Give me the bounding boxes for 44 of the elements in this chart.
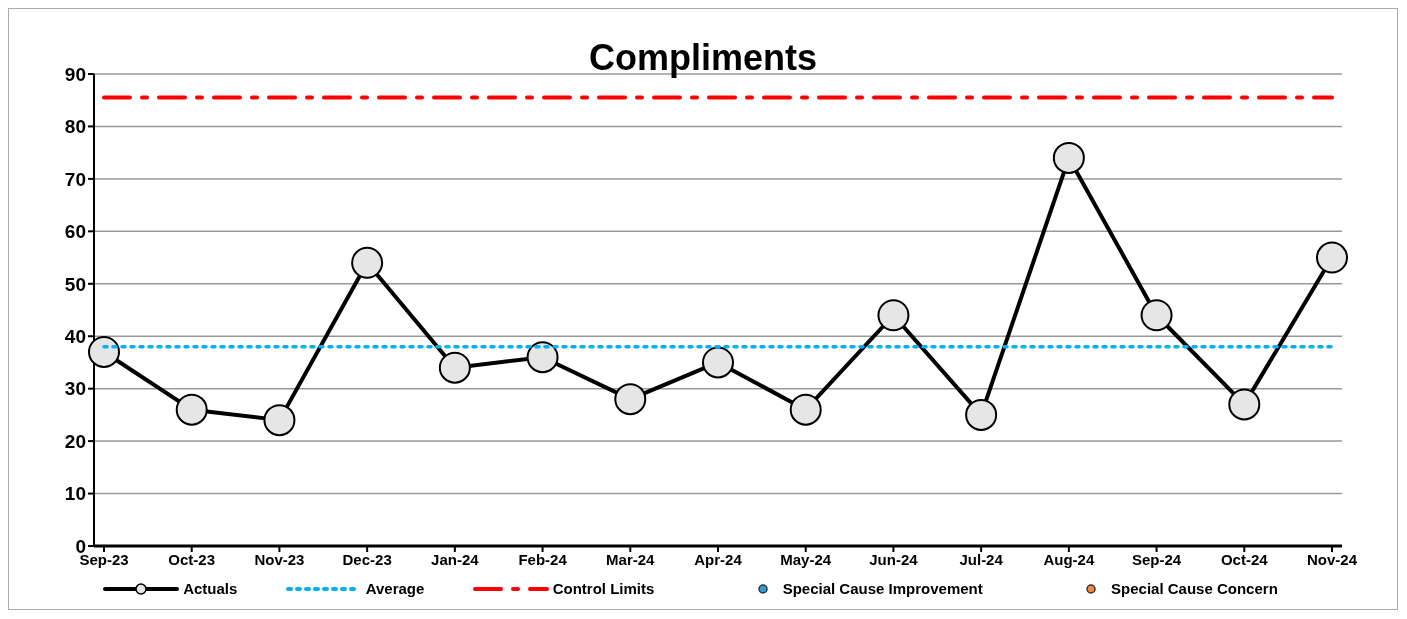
point bbox=[526, 341, 559, 374]
y-tick-label: 60 bbox=[64, 221, 86, 243]
x-tick-label: Mar-24 bbox=[606, 550, 656, 568]
legend-label: Special Cause Improvement bbox=[782, 580, 983, 597]
y-tick-label: 10 bbox=[64, 483, 86, 505]
point bbox=[1316, 241, 1348, 274]
point bbox=[1052, 141, 1085, 174]
point bbox=[175, 393, 208, 426]
chart-title: Compliments bbox=[588, 37, 818, 78]
x-tick-label: Jun-24 bbox=[869, 550, 919, 568]
x-tick-label: Nov-24 bbox=[1306, 550, 1358, 568]
y-tick-label: 40 bbox=[64, 325, 86, 347]
point bbox=[88, 335, 120, 368]
point bbox=[263, 404, 296, 437]
legend-label: Actuals bbox=[183, 580, 238, 597]
point bbox=[877, 299, 910, 332]
x-tick-label: Sep-24 bbox=[1131, 550, 1182, 568]
x-tick-label: Dec-23 bbox=[342, 550, 392, 568]
point bbox=[614, 383, 647, 416]
point bbox=[965, 398, 998, 431]
x-tick-label: Oct-24 bbox=[1220, 550, 1269, 568]
point bbox=[789, 393, 822, 426]
legend-label: Average bbox=[365, 580, 425, 597]
legend-label: Control Limits bbox=[552, 580, 655, 597]
y-tick-label: 80 bbox=[64, 116, 86, 138]
x-tick-label: Feb-24 bbox=[518, 550, 568, 568]
y-tick-label: 70 bbox=[64, 168, 86, 190]
y-tick-label: 90 bbox=[64, 63, 86, 85]
y-tick-label: 20 bbox=[64, 430, 86, 452]
point bbox=[1140, 299, 1173, 332]
point bbox=[351, 246, 384, 279]
x-tick-label: Jan-24 bbox=[431, 550, 480, 568]
x-tick-label: Apr-24 bbox=[694, 550, 743, 568]
y-tick-label: 30 bbox=[64, 378, 86, 400]
x-tick-label: Jul-24 bbox=[959, 550, 1004, 568]
x-tick-label: May-24 bbox=[780, 550, 832, 568]
x-tick-label: Oct-23 bbox=[168, 550, 216, 568]
point bbox=[1228, 388, 1261, 421]
point bbox=[438, 351, 471, 384]
point bbox=[702, 346, 734, 379]
legend-label: Special Cause Concern bbox=[1111, 580, 1278, 597]
x-tick-label: Aug-24 bbox=[1043, 550, 1095, 568]
y-tick-label: 50 bbox=[64, 273, 86, 295]
x-tick-label: Nov-23 bbox=[254, 550, 305, 568]
